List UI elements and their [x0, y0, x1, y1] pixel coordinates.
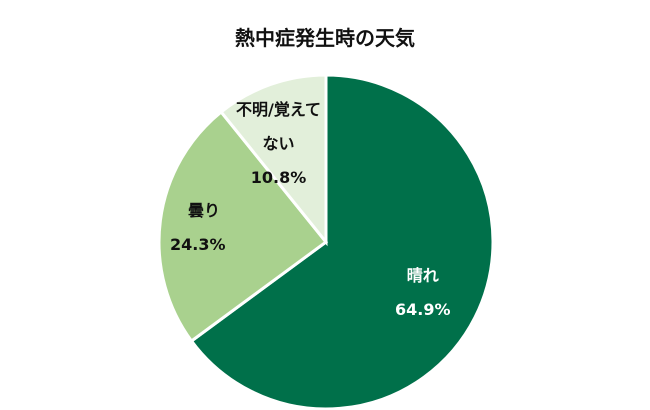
chart-title: 熱中症発生時の天気: [235, 26, 415, 50]
pie-slice-1: [157, 109, 329, 344]
slice-name-line2: ない: [262, 134, 295, 153]
pie-slice-0: [189, 73, 495, 410]
slice-value: 24.3%: [170, 235, 226, 254]
pie-slice-2: [219, 73, 328, 247]
slice-label-sunny: 晴れ 64.9%: [395, 262, 451, 319]
slice-value: 10.8%: [250, 168, 307, 187]
slice-value: 64.9%: [395, 300, 451, 319]
slice-label-cloudy: 曇り 24.3%: [170, 197, 226, 254]
slice-name: 曇り: [188, 201, 221, 220]
slice-name-line1: 不明/覚えて: [236, 100, 322, 119]
slice-label-unknown: 不明/覚えて ない 10.8%: [236, 100, 321, 188]
slice-name: 晴れ: [406, 266, 439, 285]
